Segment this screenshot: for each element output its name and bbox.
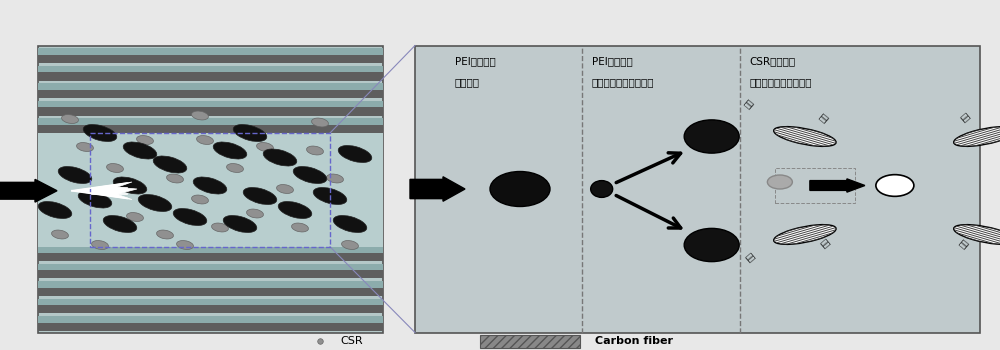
Ellipse shape [127, 212, 143, 222]
FancyArrow shape [810, 179, 865, 192]
Ellipse shape [107, 163, 123, 173]
Ellipse shape [774, 225, 836, 244]
Ellipse shape [62, 114, 78, 124]
Text: 剪切: 剪切 [743, 98, 756, 111]
Ellipse shape [52, 230, 68, 239]
Ellipse shape [684, 229, 739, 262]
Ellipse shape [876, 175, 914, 196]
Ellipse shape [103, 216, 137, 232]
Ellipse shape [767, 175, 792, 189]
Text: 塑性变形: 塑性变形 [455, 77, 480, 87]
Ellipse shape [338, 146, 372, 162]
Ellipse shape [92, 240, 108, 250]
Ellipse shape [113, 177, 147, 194]
Ellipse shape [192, 195, 208, 204]
Bar [38, 107, 383, 116]
Bar [38, 246, 383, 253]
Ellipse shape [774, 127, 836, 146]
Text: 层带: 层带 [818, 112, 831, 125]
Ellipse shape [243, 188, 277, 204]
Bar [38, 72, 383, 81]
Ellipse shape [167, 174, 183, 183]
Ellipse shape [684, 120, 739, 153]
Ellipse shape [83, 125, 117, 141]
Text: PEI微米粒子: PEI微米粒子 [592, 56, 632, 66]
Bar [90, 133, 330, 247]
Ellipse shape [77, 142, 93, 152]
Ellipse shape [257, 142, 273, 152]
Bar [38, 101, 383, 107]
Text: Carbon fiber: Carbon fiber [595, 336, 673, 346]
Bar [775, 168, 855, 203]
Ellipse shape [278, 202, 312, 218]
Text: 真空空穴化、剑切层间: 真空空穴化、剑切层间 [750, 77, 812, 87]
Bar [38, 66, 383, 72]
Bar [38, 133, 383, 247]
Bar [38, 299, 383, 305]
Text: 剪切: 剪切 [958, 238, 971, 251]
Bar [38, 83, 383, 90]
Bar [38, 270, 383, 278]
Ellipse shape [263, 149, 297, 166]
Ellipse shape [58, 167, 92, 183]
Polygon shape [72, 182, 137, 199]
Ellipse shape [123, 142, 157, 159]
Ellipse shape [38, 202, 72, 218]
Ellipse shape [954, 127, 1000, 146]
Ellipse shape [213, 142, 247, 159]
Text: 引发、终止、偏转裂纹: 引发、终止、偏转裂纹 [592, 77, 654, 87]
Bar [38, 46, 383, 332]
Bar [38, 281, 383, 288]
Ellipse shape [193, 177, 227, 194]
Ellipse shape [137, 135, 153, 145]
Ellipse shape [342, 240, 358, 250]
Bar [415, 46, 980, 332]
Text: 剪切: 剪切 [743, 252, 756, 265]
Bar [38, 90, 383, 98]
Text: PEI微米粒子: PEI微米粒子 [455, 56, 496, 66]
Bar [38, 55, 383, 63]
Ellipse shape [490, 172, 550, 206]
Ellipse shape [312, 118, 328, 127]
Ellipse shape [313, 188, 347, 204]
Ellipse shape [247, 209, 263, 218]
Ellipse shape [293, 167, 327, 183]
Bar [38, 48, 383, 55]
Ellipse shape [223, 216, 257, 232]
Ellipse shape [292, 223, 308, 232]
Bar [38, 316, 383, 323]
Ellipse shape [153, 156, 187, 173]
Bar [38, 125, 383, 133]
Bar [38, 305, 383, 313]
Bar [38, 288, 383, 296]
Text: CSR: CSR [340, 336, 363, 346]
Ellipse shape [327, 174, 343, 183]
Bar [480, 335, 580, 348]
Text: 剪切: 剪切 [958, 112, 971, 125]
Ellipse shape [78, 191, 112, 208]
Ellipse shape [591, 181, 613, 197]
Bar [38, 253, 383, 261]
FancyArrow shape [0, 179, 57, 202]
Ellipse shape [192, 111, 208, 120]
Ellipse shape [277, 184, 293, 194]
Ellipse shape [307, 146, 323, 155]
Bar [38, 118, 383, 125]
Bar [38, 264, 383, 270]
Ellipse shape [954, 225, 1000, 244]
Text: 层带: 层带 [818, 238, 831, 251]
Ellipse shape [333, 216, 367, 232]
Ellipse shape [157, 230, 173, 239]
Ellipse shape [233, 125, 267, 141]
Text: CSR纳米粒子: CSR纳米粒子 [750, 56, 796, 66]
Ellipse shape [138, 195, 172, 211]
FancyArrow shape [410, 177, 465, 201]
Bar [38, 323, 383, 331]
Ellipse shape [173, 209, 207, 225]
Ellipse shape [212, 223, 228, 232]
Ellipse shape [177, 240, 193, 250]
Ellipse shape [197, 135, 213, 145]
Ellipse shape [227, 163, 243, 173]
